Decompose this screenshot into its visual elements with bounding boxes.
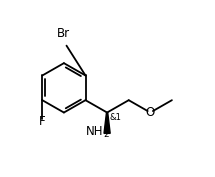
- Polygon shape: [104, 113, 110, 133]
- Text: F: F: [39, 115, 46, 128]
- Text: NH: NH: [86, 125, 103, 138]
- Text: O: O: [146, 106, 155, 119]
- Text: 2: 2: [103, 130, 109, 139]
- Text: Br: Br: [57, 27, 71, 40]
- Text: &1: &1: [109, 113, 121, 122]
